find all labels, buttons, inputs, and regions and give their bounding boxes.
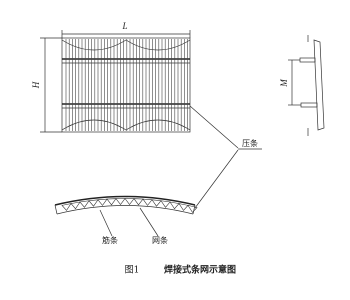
bolt	[300, 102, 318, 108]
rib-triangle	[115, 198, 126, 206]
rib-triangle	[169, 201, 180, 210]
part-label: 筋条	[102, 235, 118, 245]
figure-title: 焊接式条网示意图	[164, 264, 236, 276]
dimension-label: L	[121, 21, 127, 31]
wave-bottom	[61, 119, 191, 131]
part-label: 压条	[242, 138, 258, 148]
leader-line	[139, 207, 159, 237]
arc-outer	[54, 195, 196, 206]
rib-triangle	[88, 199, 99, 207]
rib-triangle	[97, 198, 108, 206]
side-plate	[313, 39, 325, 131]
rib-triangle	[61, 203, 72, 211]
arc-end	[54, 204, 196, 215]
screen-front-view	[61, 37, 191, 133]
rib-triangle	[70, 201, 81, 210]
wave-top	[61, 39, 191, 51]
leader-line	[189, 105, 239, 149]
rib-triangle	[160, 200, 171, 208]
arc-inner	[56, 205, 194, 215]
bolt	[299, 57, 316, 63]
dimension-label: H	[31, 81, 41, 89]
leader-line	[99, 209, 113, 237]
section-view	[54, 195, 198, 215]
dimension-label: M	[279, 79, 289, 88]
rib-triangle	[187, 204, 198, 213]
rib-triangle	[79, 200, 90, 208]
figure-number: 图1	[125, 265, 140, 276]
rib-triangle	[142, 198, 153, 206]
rib-triangle	[133, 198, 144, 206]
screen-frame	[61, 37, 191, 133]
rib-triangle	[178, 203, 189, 211]
leader-line	[194, 149, 239, 209]
rib-triangle	[124, 198, 135, 206]
rib-triangle	[151, 199, 162, 207]
rib-triangle	[106, 198, 117, 206]
part-label: 网条	[152, 235, 168, 245]
